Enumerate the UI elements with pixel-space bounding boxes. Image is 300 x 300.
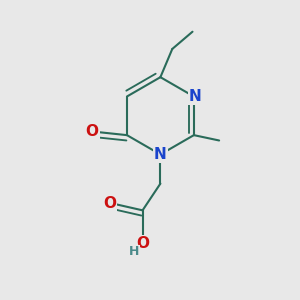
Text: O: O [136, 236, 149, 251]
Text: H: H [129, 245, 140, 258]
Text: N: N [154, 147, 167, 162]
Text: O: O [86, 124, 99, 139]
Text: N: N [189, 89, 201, 104]
Text: O: O [103, 196, 116, 211]
